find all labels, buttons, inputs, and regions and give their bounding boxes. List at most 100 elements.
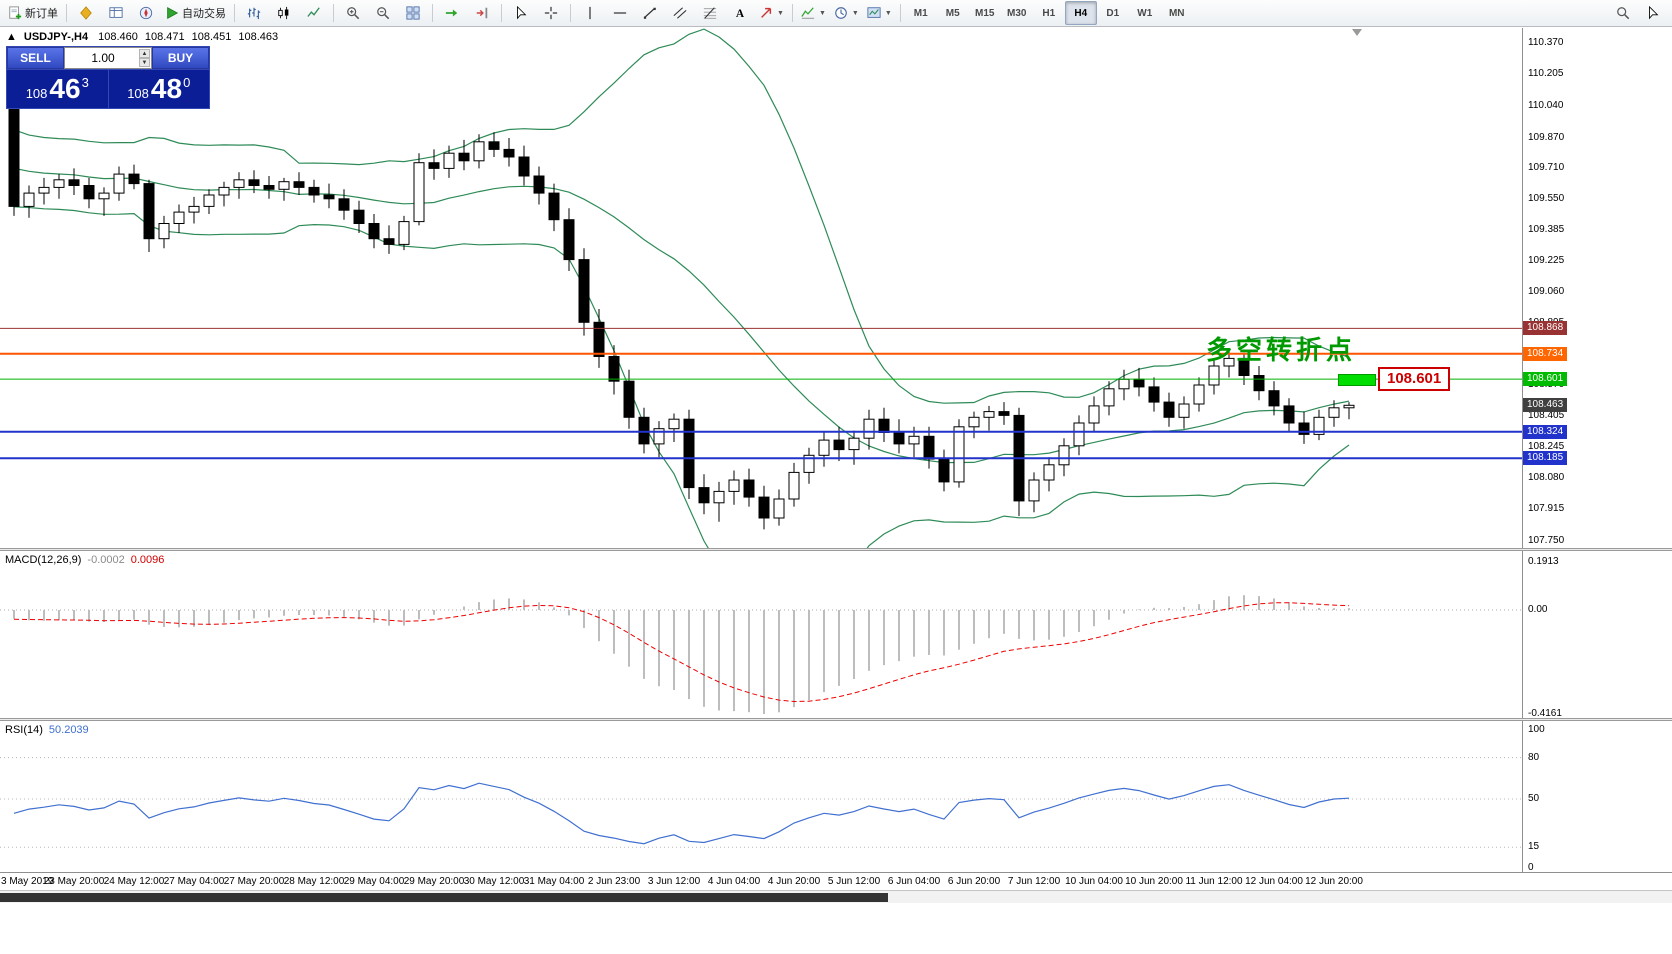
svg-text:A: A xyxy=(736,8,745,20)
timeframe-m1-button[interactable]: M1 xyxy=(913,7,928,19)
price-line-badge: 108.868 xyxy=(1523,321,1568,336)
macd-rsi-splitter[interactable] xyxy=(0,718,1672,721)
time-axis-label: 28 May 12:00 xyxy=(283,876,345,887)
time-axis-label: 2 Jun 23:00 xyxy=(587,876,641,887)
price-tick: 110.205 xyxy=(1528,68,1564,80)
time-axis-label: 29 May 20:00 xyxy=(403,876,465,887)
price-tick: 108.245 xyxy=(1528,440,1565,452)
chart-annotation-text[interactable]: 多空转折点 xyxy=(1206,335,1357,365)
price-line-badge: 108.734 xyxy=(1523,346,1568,361)
bollinger-lower xyxy=(13,206,1350,548)
bollinger-middle xyxy=(13,167,1350,464)
volume-field: ▲ ▼ xyxy=(64,47,152,69)
macd-scale-label: 0.00 xyxy=(1528,604,1548,615)
scrollbar-thumb[interactable] xyxy=(0,893,888,902)
time-axis-label: 6 Jun 20:00 xyxy=(947,876,1001,887)
symbol-period-label: USDJPY-,H4 xyxy=(23,31,89,43)
new-order-button[interactable]: 新订单 xyxy=(4,1,62,25)
toolbar-separator xyxy=(234,4,235,22)
price-tick: 110.370 xyxy=(1528,37,1564,48)
templates-button[interactable]: ▼ xyxy=(863,1,896,25)
timeframe-h4-button[interactable]: H4 xyxy=(1064,1,1097,25)
timeframe-m30-button[interactable]: M30 xyxy=(1007,7,1027,19)
one-click-trade-panel: SELL ▲ ▼ BUY 108 46 3 108 48 0 xyxy=(6,46,210,109)
rsi-line xyxy=(13,782,1350,845)
pointer-button[interactable] xyxy=(1638,1,1668,25)
macd-signal-line xyxy=(13,602,1350,703)
volume-down-button[interactable]: ▼ xyxy=(139,58,150,67)
timeframe-d1-button[interactable]: D1 xyxy=(1106,7,1120,19)
trendline-button[interactable] xyxy=(635,1,665,25)
vertical-line-button[interactable] xyxy=(575,1,605,25)
bid-price[interactable]: 108 46 3 xyxy=(7,70,109,108)
price-flag-tag xyxy=(1338,374,1376,387)
macd-scale-label: 0.1913 xyxy=(1528,556,1559,568)
price-tick: 110.040 xyxy=(1528,99,1564,111)
rsi-scale-label: 50 xyxy=(1528,793,1540,804)
price-line-badge: 108.185 xyxy=(1523,451,1568,466)
price-tick: 108.080 xyxy=(1528,472,1565,484)
main-chart[interactable] xyxy=(0,28,1522,548)
time-axis-label: 31 May 04:00 xyxy=(523,876,585,887)
indicators-button[interactable]: ▼ xyxy=(797,1,830,25)
horizontal-line-button[interactable] xyxy=(605,1,635,25)
timeframe-w1-button[interactable]: W1 xyxy=(1137,7,1153,19)
chart-macd-splitter[interactable] xyxy=(0,548,1672,551)
price-tick: 109.060 xyxy=(1528,285,1565,297)
quote-bar: ▲ USDJPY-,H4 108.460 108.471 108.451 108.463 xyxy=(6,31,285,43)
timeframe-h1-button[interactable]: H1 xyxy=(1042,7,1056,19)
toolbar-separator xyxy=(791,4,793,22)
chart-shift-button[interactable] xyxy=(467,1,497,25)
tile-windows-button[interactable] xyxy=(398,1,428,25)
macd-histogram xyxy=(13,595,1350,714)
candles xyxy=(8,96,1355,530)
crosshair-button[interactable] xyxy=(536,1,566,25)
navigator-button[interactable] xyxy=(131,1,161,25)
macd-panel[interactable] xyxy=(0,551,1522,718)
macd-value-main: -0.0002 xyxy=(87,554,125,566)
volume-up-button[interactable]: ▲ xyxy=(139,49,150,58)
time-axis-label: 3 May 2019 xyxy=(1,876,54,887)
rsi-panel[interactable] xyxy=(0,721,1522,872)
buy-button[interactable]: BUY xyxy=(152,47,209,69)
chart-shift-marker[interactable] xyxy=(1352,29,1362,36)
toolbar-separator xyxy=(570,4,571,22)
auto-trading-button[interactable]: 自动交易 xyxy=(161,1,230,25)
search-button[interactable] xyxy=(1608,1,1638,25)
zoom-in-button[interactable] xyxy=(338,1,368,25)
volume-input[interactable] xyxy=(65,48,151,68)
auto-scroll-button[interactable] xyxy=(437,1,467,25)
price-tick: 109.710 xyxy=(1528,162,1565,174)
text-button[interactable]: A xyxy=(725,1,755,25)
toolbar-separator xyxy=(333,4,334,22)
bar-chart-button[interactable] xyxy=(239,1,269,25)
price-flag-label[interactable]: 108.601 xyxy=(1378,367,1451,392)
fibonacci-button[interactable] xyxy=(695,1,725,25)
time-axis[interactable]: 3 May 2019 23 May 20:00 24 May 12:00 27 May… xyxy=(0,872,1672,890)
cursor-button[interactable] xyxy=(506,1,536,25)
toolbar-right-group xyxy=(1608,1,1668,25)
rsi-label: RSI(14) 50.2039 xyxy=(5,724,95,736)
current-price-badge: 108.463 xyxy=(1523,398,1568,413)
quote-open: 108.460 xyxy=(98,31,138,43)
time-axis-label: 4 Jun 04:00 xyxy=(707,876,761,887)
sell-button[interactable]: SELL xyxy=(7,47,64,69)
zoom-out-button[interactable] xyxy=(368,1,398,25)
periods-button[interactable]: ▼ xyxy=(830,1,863,25)
toolbar-separator xyxy=(432,4,433,22)
candlestick-chart-button[interactable] xyxy=(269,1,299,25)
timeframe-mn-button[interactable]: MN xyxy=(1168,7,1185,19)
chart-collapse-icon[interactable]: ▲ xyxy=(6,31,17,43)
rsi-scale-label: 80 xyxy=(1528,751,1540,763)
data-window-button[interactable] xyxy=(101,1,131,25)
timeframe-m15-button[interactable]: M15 xyxy=(975,7,995,19)
arrows-button[interactable]: ▼ xyxy=(755,1,788,25)
market-watch-button[interactable] xyxy=(71,1,101,25)
time-axis-label: 24 May 12:00 xyxy=(103,876,165,887)
line-chart-button[interactable] xyxy=(299,1,329,25)
ask-price[interactable]: 108 48 0 xyxy=(109,70,210,108)
horizontal-scrollbar[interactable] xyxy=(0,890,1672,903)
quote-high: 108.471 xyxy=(144,31,185,43)
channel-button[interactable] xyxy=(665,1,695,25)
timeframe-m5-button[interactable]: M5 xyxy=(945,7,960,19)
